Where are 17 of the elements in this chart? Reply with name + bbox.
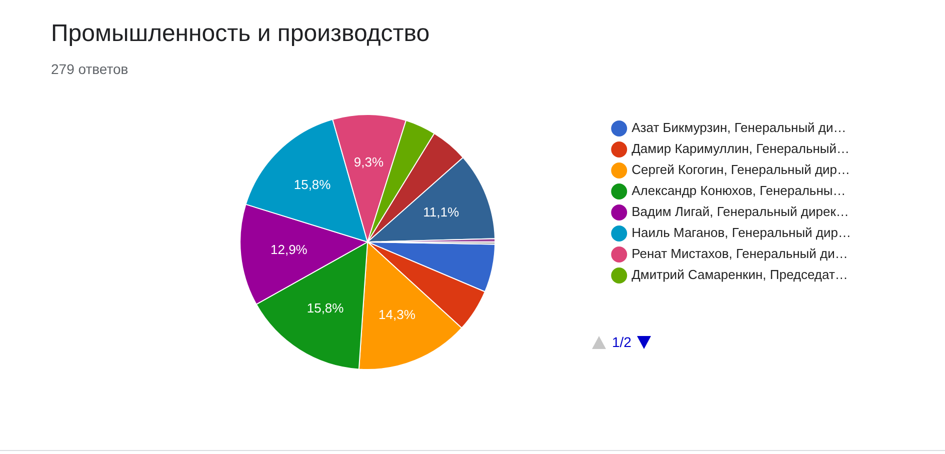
data-label: 15,8% bbox=[294, 177, 332, 192]
legend-label: Наиль Маганов, Генеральный дир… bbox=[632, 225, 852, 240]
legend-label: Вадим Лигай, Генеральный дирек… bbox=[632, 204, 849, 220]
data-label: 9,3% bbox=[354, 154, 384, 170]
legend-label: Азат Бикмурзин, Генеральный ди… bbox=[632, 120, 846, 136]
legend-label: Дамир Каримуллин, Генеральный… bbox=[632, 141, 850, 156]
legend-label: Ренат Мистахов, Генеральный ди… bbox=[632, 246, 848, 262]
data-label: 15,8% bbox=[306, 300, 344, 316]
text: 279 ответов bbox=[51, 61, 128, 77]
legend-label: Александр Конюхов, Генеральны… bbox=[632, 183, 846, 198]
text: 1/2 bbox=[612, 334, 632, 350]
data-label: 14,3% bbox=[378, 306, 416, 322]
data-label: 12,9% bbox=[270, 242, 308, 257]
chart-title: Промышленность и производство bbox=[51, 20, 430, 48]
legend-label: Сергей Когогин, Генеральный дир… bbox=[632, 162, 850, 178]
data-label: 11,1% bbox=[423, 204, 460, 220]
legend-label: Дмитрий Самаренкин, Председат… bbox=[632, 267, 848, 282]
